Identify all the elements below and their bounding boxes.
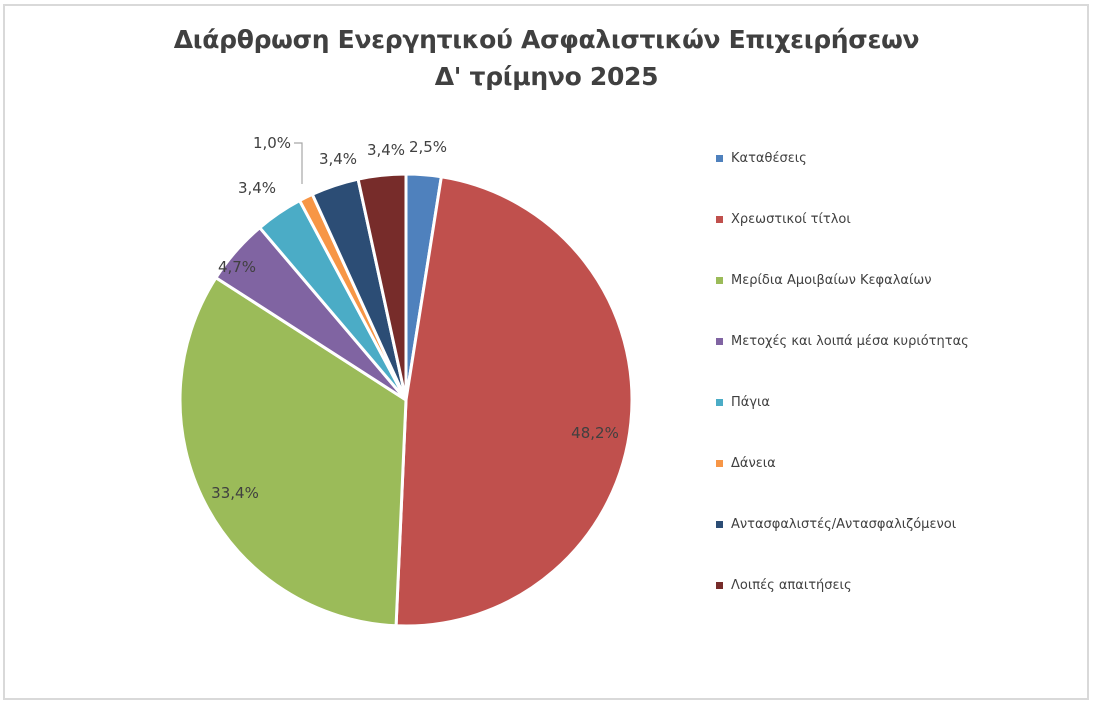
legend-item-reinsurers: Αντασφαλιστές/Αντασφαλιζόμενοι [716,514,956,534]
data-label-mutual-funds: 33,4% [211,484,259,502]
legend-swatch-icon [716,581,723,589]
legend-label: Μερίδια Αμοιβαίων Κεφαλαίων [731,272,932,288]
legend-swatch-icon [716,154,723,162]
data-label-deposits: 2,5% [409,138,447,156]
pie-slice-other-receivables [356,172,408,402]
legend-label: Αντασφαλιστές/Αντασφαλιζόμενοι [731,516,957,532]
pie-slices [178,172,634,628]
legend-label: Πάγια [731,394,771,410]
legend-item-deposits: Καταθέσεις [716,148,807,168]
leader-line [294,142,303,184]
legend-item-other-receivables: Λοιπές απαιτήσεις [716,575,852,595]
legend-item-equities: Μετοχές και λοιπά μέσα κυριότητας [716,331,969,351]
data-labels: 2,5% 48,2% 33,4% 4,7% 3,4% 1,0% 3,4% 3,4% [211,134,619,502]
data-label-loans: 1,0% [253,134,291,152]
legend-item-debt-securities: Χρεωστικοί τίτλοι [716,209,851,229]
legend-label: Μετοχές και λοιπά μέσα κυριότητας [731,333,969,349]
legend-swatch-icon [716,459,723,467]
data-label-fixed-assets: 3,4% [238,179,276,197]
data-label-reinsurers: 3,4% [319,150,357,168]
data-label-debt-securities: 48,2% [571,424,619,442]
legend-item-mutual-funds: Μερίδια Αμοιβαίων Κεφαλαίων [716,270,932,290]
legend-label: Χρεωστικοί τίτλοι [731,211,851,227]
data-label-equities: 4,7% [218,258,256,276]
chart-title-line1: Διάρθρωση Ενεργητικού Ασφαλιστικών Επιχε… [173,25,920,54]
legend-swatch-icon [716,276,723,284]
legend-swatch-icon [716,398,723,406]
legend-swatch-icon [716,337,723,345]
chart-title-line2: Δ' τρίμηνο 2025 [434,62,659,91]
legend-label: Καταθέσεις [731,150,807,166]
legend-swatch-icon [716,215,723,223]
pie-slice-debt-securities [394,175,634,628]
legend-label: Δάνεια [731,455,776,471]
legend-label: Λοιπές απαιτήσεις [731,577,852,593]
legend-swatch-icon [716,520,723,528]
legend-item-fixed-assets: Πάγια [716,392,770,412]
legend-item-loans: Δάνεια [716,453,776,473]
data-label-other-receivables: 3,4% [367,141,405,159]
